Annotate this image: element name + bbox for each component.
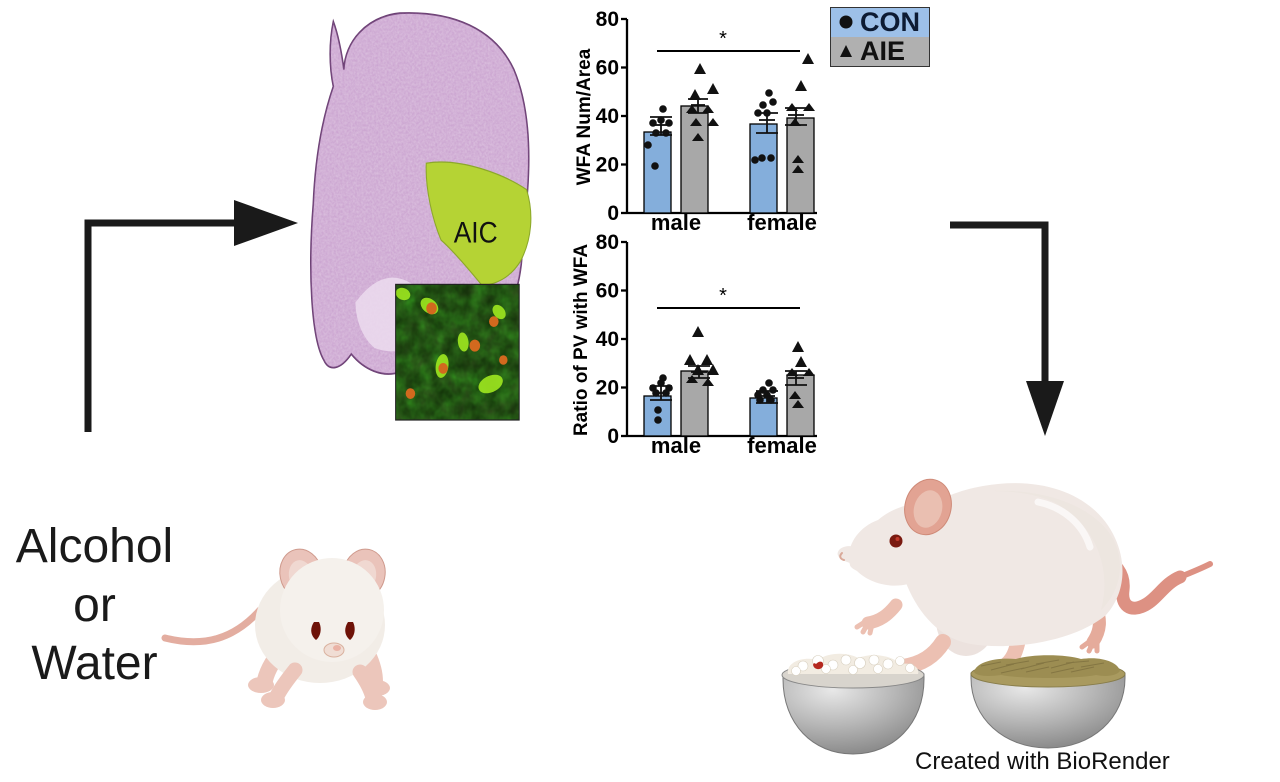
- svg-text:AIC: AIC: [454, 215, 498, 249]
- svg-text:80: 80: [596, 231, 619, 254]
- svg-text:*: *: [719, 28, 727, 50]
- svg-text:CON: CON: [860, 7, 920, 37]
- svg-text:40: 40: [596, 105, 619, 128]
- svg-text:20: 20: [596, 377, 619, 400]
- svg-text:female: female: [747, 433, 817, 458]
- svg-text:male: male: [651, 433, 701, 458]
- svg-text:40: 40: [596, 328, 619, 351]
- svg-text:AIE: AIE: [860, 36, 905, 66]
- svg-text:20: 20: [596, 154, 619, 177]
- svg-text:Ratio of PV with WFA: Ratio of PV with WFA: [571, 244, 592, 436]
- svg-text:WFA Num/Area: WFA Num/Area: [574, 48, 595, 185]
- svg-text:80: 80: [596, 8, 619, 31]
- svg-text:0: 0: [607, 202, 619, 225]
- svg-text:0: 0: [607, 425, 619, 448]
- svg-text:*: *: [719, 285, 727, 307]
- svg-text:60: 60: [596, 280, 619, 303]
- svg-text:60: 60: [596, 57, 619, 80]
